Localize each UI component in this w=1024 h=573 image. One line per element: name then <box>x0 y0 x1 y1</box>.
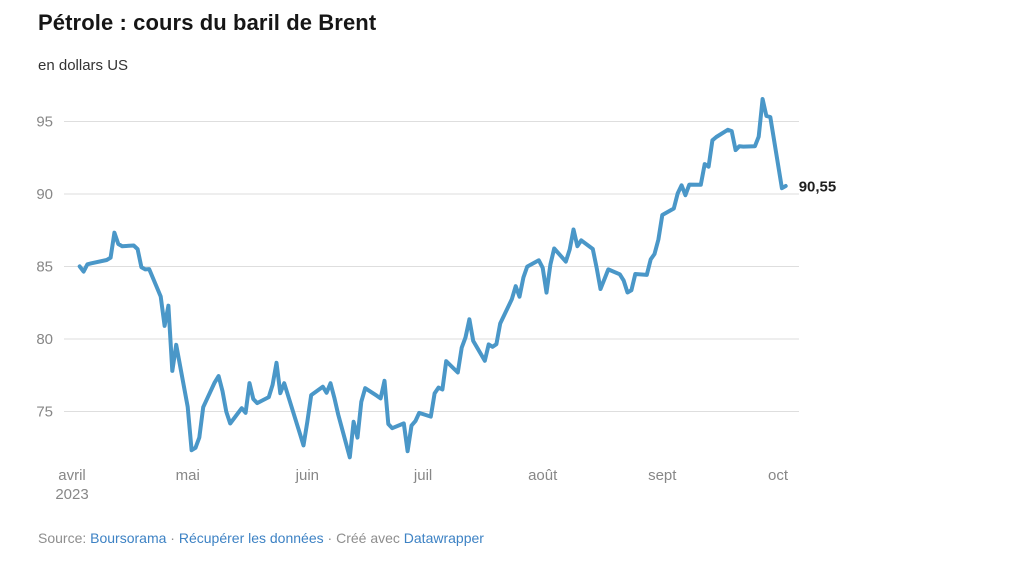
y-axis-label: 80 <box>36 331 53 348</box>
source-label: Source: <box>38 530 91 546</box>
datawrapper-credit-link[interactable]: Datawrapper <box>403 530 484 546</box>
x-axis-year-label: 2023 <box>55 486 88 503</box>
separator-dot-2: · <box>323 530 337 546</box>
get-data-link[interactable]: Récupérer les données <box>178 530 324 546</box>
x-axis-label: août <box>528 467 558 484</box>
y-axis-label: 85 <box>36 259 53 276</box>
footer: Source: Boursorama · Récupérer les donné… <box>38 530 484 546</box>
x-axis-label: sept <box>648 467 677 484</box>
separator-dot-1: · <box>166 530 179 546</box>
x-axis-label: oct <box>768 467 789 484</box>
y-axis-label: 95 <box>36 114 53 131</box>
credit-label: Créé avec <box>336 530 404 546</box>
chart-title: Pétrole : cours du baril de Brent <box>38 10 377 35</box>
end-value-label: 90,55 <box>799 179 837 196</box>
x-axis-label: avril <box>58 467 86 484</box>
price-line <box>77 97 788 460</box>
chart-subtitle: en dollars US <box>38 57 129 74</box>
x-axis-label: juil <box>413 467 432 484</box>
source-link-boursorama[interactable]: Boursorama <box>90 530 167 546</box>
y-axis-label: 75 <box>36 404 53 421</box>
x-axis-label: mai <box>176 467 200 484</box>
x-axis-label: juin <box>295 467 319 484</box>
y-axis-label: 90 <box>36 186 53 203</box>
